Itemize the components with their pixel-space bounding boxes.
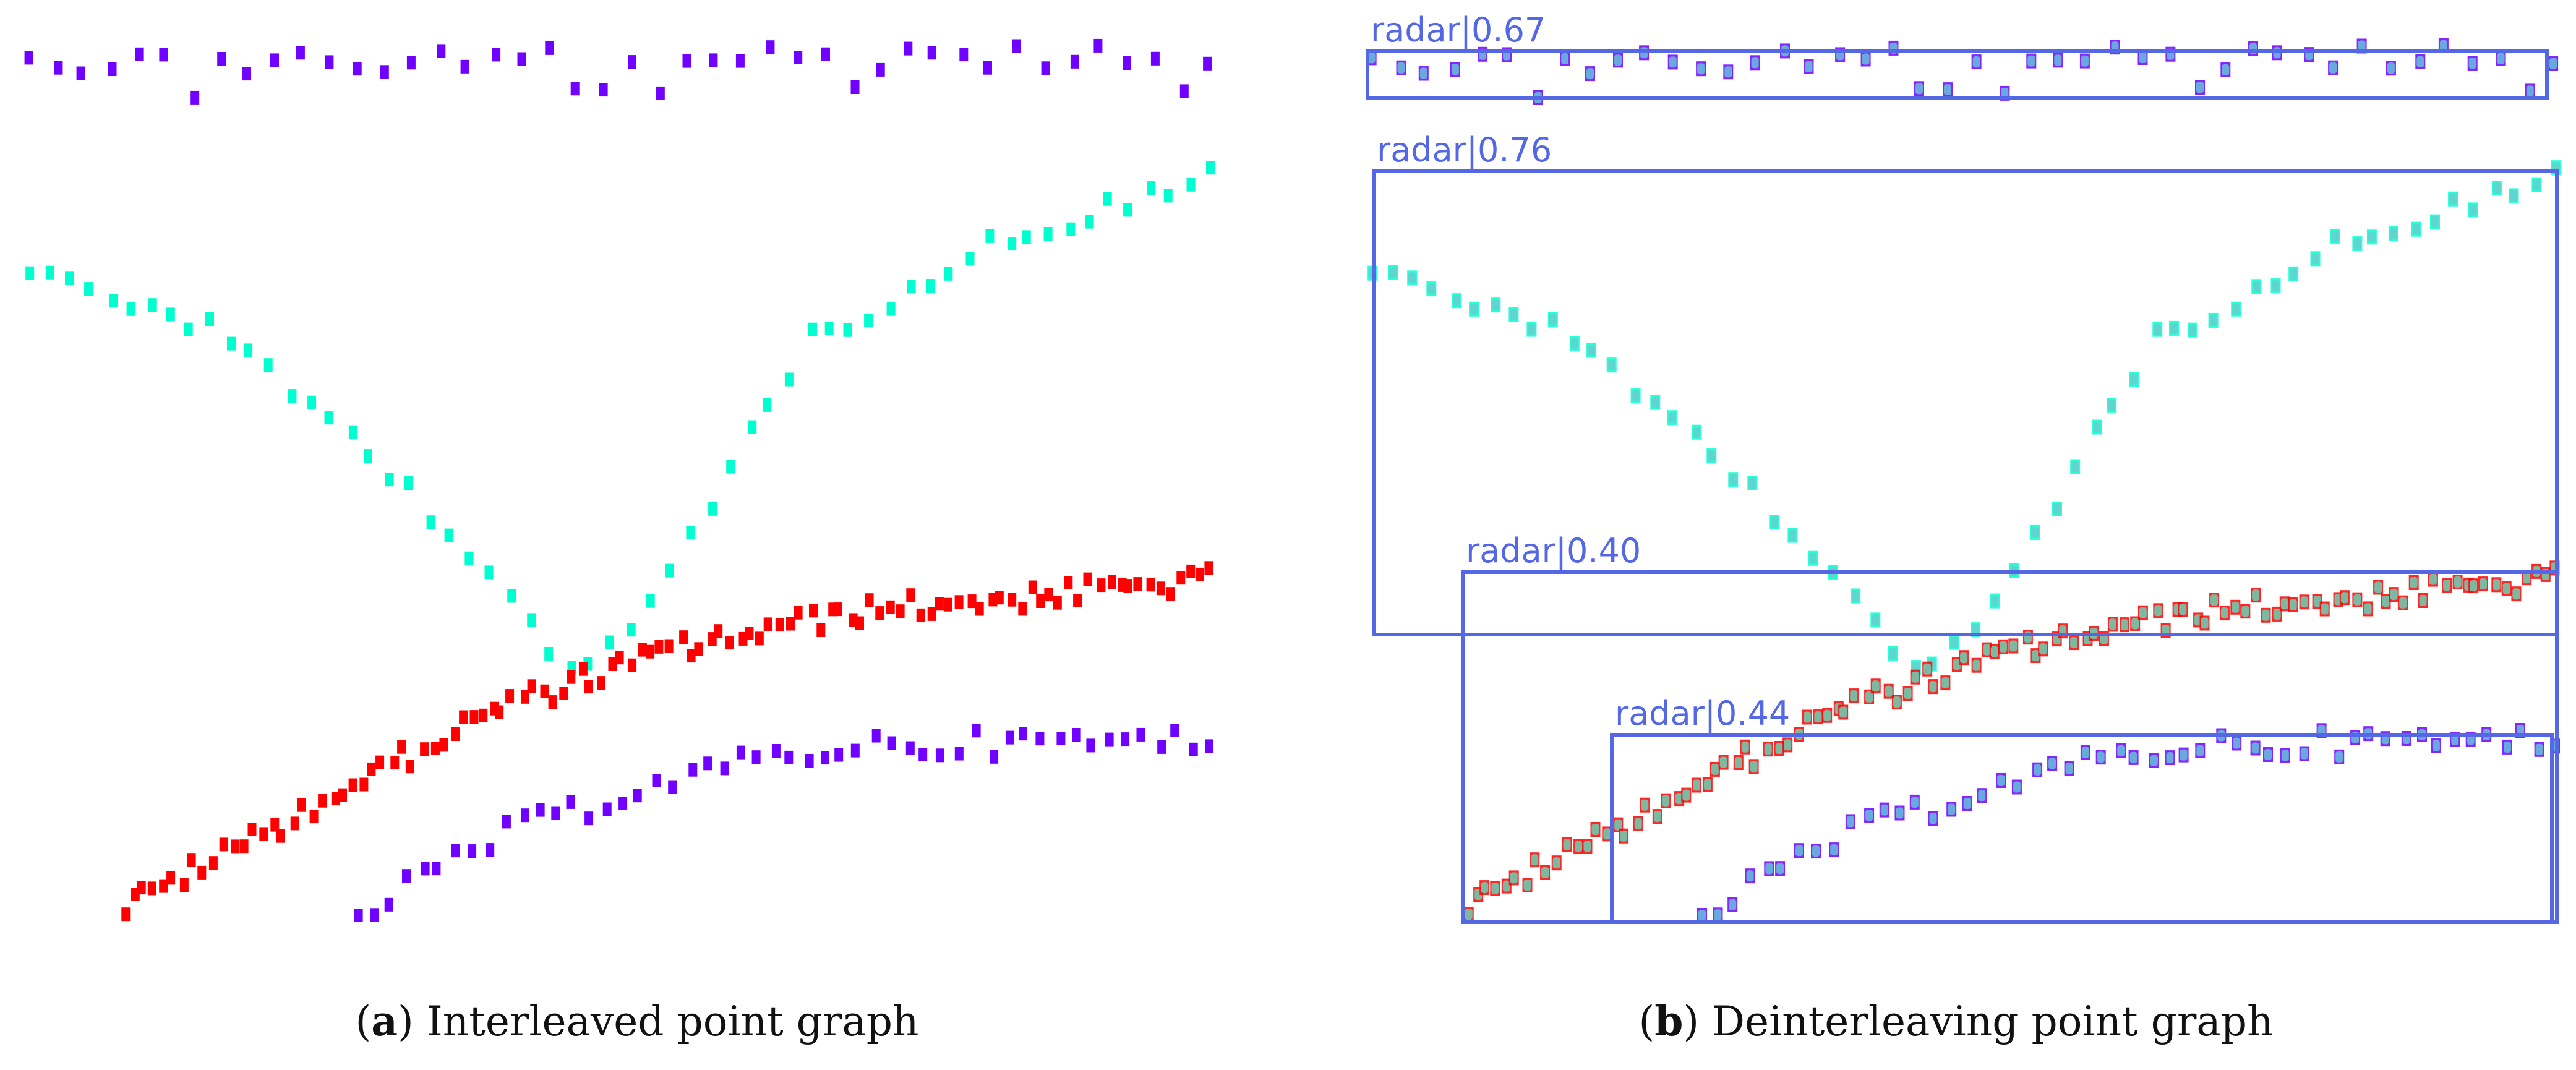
panel-b-deinterleaving-graph: radar|0.67 radar|0.76 radar|0.40 radar|0… xyxy=(1336,0,2576,965)
cluster-points-3 xyxy=(1697,723,2560,923)
scatter-plot-a xyxy=(24,38,1215,922)
series-red xyxy=(121,561,1213,922)
scatter-plot-b xyxy=(1366,38,2561,924)
box-label-radar-044: radar|0.44 xyxy=(1615,694,1791,733)
series-purple-bottom xyxy=(354,724,1213,922)
caption-b-text: Deinterleaving point graph xyxy=(1712,998,2274,1045)
caption-a-letter: a xyxy=(371,997,398,1045)
caption-a-text: Interleaved point graph xyxy=(426,998,919,1045)
series-purple-top xyxy=(24,38,1212,105)
detection-box-3 xyxy=(1610,733,2554,924)
caption-a: (a) Interleaved point graph xyxy=(355,997,919,1045)
box-label-radar-040: radar|0.40 xyxy=(1466,531,1641,570)
box-label-radar-067: radar|0.67 xyxy=(1371,11,1546,49)
detection-box-1 xyxy=(1372,169,2559,636)
detection-box-2 xyxy=(1461,570,2559,924)
cluster-points-1 xyxy=(1367,160,2561,675)
cluster-points-2 xyxy=(1463,560,2560,922)
detection-box-0 xyxy=(1366,49,2549,100)
panel-a-interleaved-graph xyxy=(0,0,1274,965)
caption-b-letter: b xyxy=(1654,997,1684,1045)
series-cyan xyxy=(25,161,1215,675)
box-label-radar-076: radar|0.76 xyxy=(1377,131,1552,169)
caption-b: (b) Deinterleaving point graph xyxy=(1638,997,2274,1045)
